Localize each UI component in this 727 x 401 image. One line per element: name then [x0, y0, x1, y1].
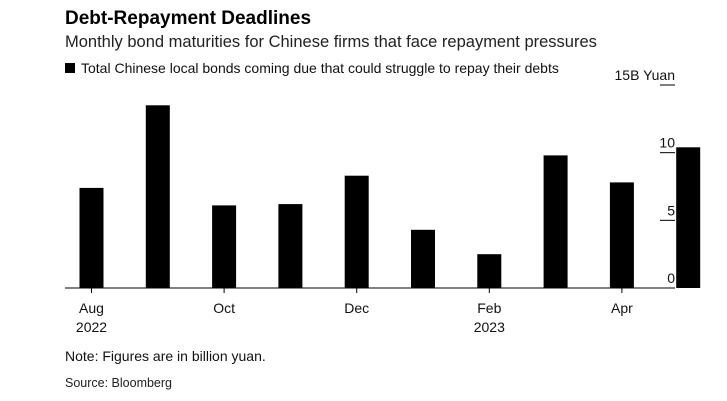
x-tick-year-label: 2023 [474, 319, 505, 335]
x-tick-label: Apr [611, 300, 633, 316]
y-tick-label: 10 [659, 135, 675, 151]
y-axis: 15B Yuan 10 5 0 [615, 67, 676, 286]
bar-mar-2023 [543, 155, 568, 288]
legend-label: Total Chinese local bonds coming due tha… [81, 60, 559, 76]
bar-nov-2022 [278, 204, 303, 288]
chart-source: Source: Bloomberg [65, 376, 173, 390]
x-tick-label: Dec [344, 300, 369, 316]
y-tick-label: 0 [667, 270, 675, 286]
x-tick-label: Aug [79, 300, 104, 316]
x-tick-label: Feb [477, 300, 501, 316]
bars-group [79, 105, 701, 288]
chart-title: Debt-Repayment Deadlines [65, 8, 312, 29]
bar-oct-2022 [212, 205, 237, 288]
chart-subtitle: Monthly bond maturities for Chinese firm… [65, 33, 597, 51]
x-axis: Aug2022OctDecFeb2023AprJunAugOctDec [65, 287, 675, 335]
chart-note: Note: Figures are in billion yuan. [65, 348, 266, 364]
bar-jan-2023 [411, 229, 435, 288]
y-tick-label: 5 [667, 202, 675, 218]
legend-swatch [65, 63, 75, 73]
legend: Total Chinese local bonds coming due tha… [65, 60, 559, 76]
x-tick-label: Oct [213, 300, 235, 316]
y-tick-label: 15B Yuan [615, 67, 675, 83]
bar-aug-2022 [79, 187, 104, 288]
bar-sep-2022 [145, 105, 170, 288]
bar-dec-2022 [344, 175, 369, 288]
x-tick-year-label: 2022 [76, 319, 107, 335]
bar-apr-2023 [609, 182, 634, 288]
bar-feb-2023 [477, 254, 502, 288]
bar-may-2023 [676, 147, 701, 288]
